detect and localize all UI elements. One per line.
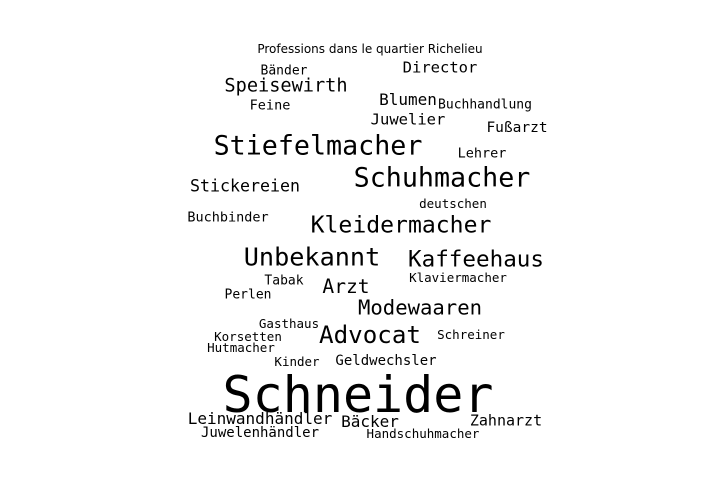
cloud-word: Handschuhmacher [366,425,480,441]
cloud-word: Kaffeehaus [407,246,545,273]
cloud-word: Leinwandhändler [187,409,333,428]
cloud-word: Schreiner [437,326,505,342]
cloud-word: Bänder [260,63,308,79]
cloud-word: Schuhmacher [353,162,531,194]
cloud-word: Buchbinder [187,209,269,226]
cloud-word: Modewaaren [358,295,482,320]
cloud-word: Tabak [264,273,304,289]
cloud-word: Schneider [222,366,494,424]
cloud-word: Fußarzt [486,119,548,136]
cloud-word: Stickereien [190,176,300,196]
cloud-word: Juwelenhändler [200,425,320,441]
cloud-word: Klaviermacher [409,269,507,285]
cloud-word: Perlen [224,287,272,303]
cloud-word: Unbekannt [243,242,381,272]
chart-title: Professions dans le quartier Richelieu [257,42,483,56]
cloud-word: Arzt [322,275,370,299]
cloud-word: Hutmacher [207,339,275,355]
cloud-word: Feine [249,97,291,114]
cloud-word: Bäcker [341,412,399,431]
cloud-word: Kleidermacher [310,212,492,239]
cloud-word: Zahnarzt [469,411,543,430]
cloud-word: Advocat [319,320,421,349]
cloud-word: Blumen [379,90,437,109]
cloud-word: Juwelier [370,110,446,129]
cloud-word: Gasthaus [258,315,320,331]
cloud-word: Geldwechsler [335,353,437,369]
cloud-word: Stiefelmacher [213,130,423,162]
cloud-word: deutschen [419,195,487,211]
cloud-word: Kinder [274,353,320,369]
cloud-word: Lehrer [457,145,507,162]
cloud-word: Speisewirth [224,75,348,97]
cloud-word: Director [402,58,478,77]
cloud-word: Buchhandlung [438,97,532,113]
cloud-word: Korsetten [214,328,282,344]
